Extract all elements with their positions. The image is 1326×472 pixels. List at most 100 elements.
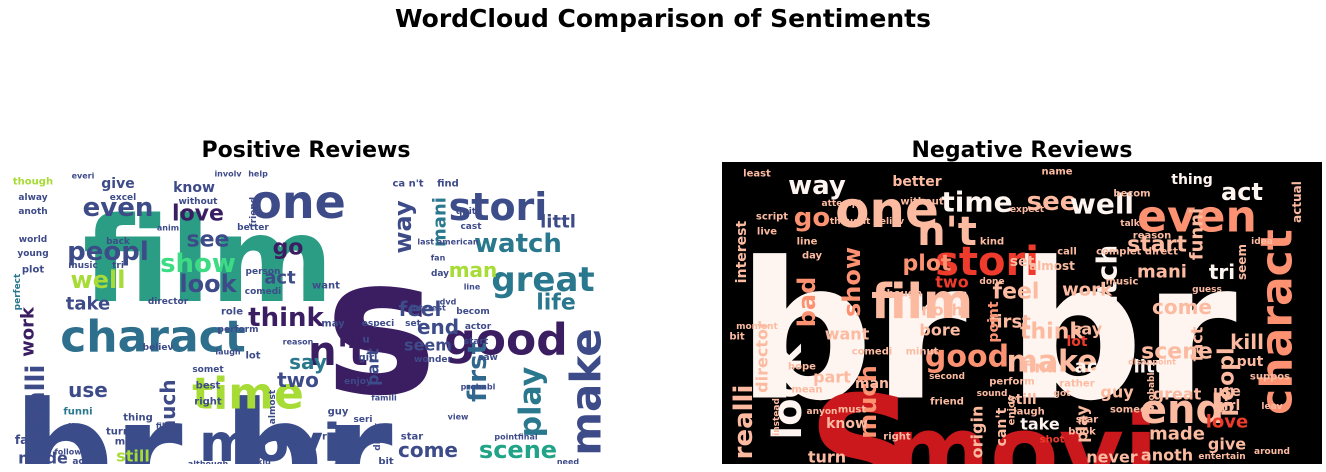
- word-go: go: [273, 236, 304, 261]
- word-leav: leav: [1261, 402, 1282, 412]
- word-fan: fan: [431, 254, 446, 263]
- word-funni: funni: [1187, 208, 1208, 260]
- word-give: give: [1208, 435, 1246, 454]
- word-come: come: [1152, 295, 1212, 319]
- word-around: around: [1254, 447, 1290, 457]
- word-show: show: [838, 247, 866, 317]
- word-around: around: [352, 463, 384, 465]
- word-saw: saw: [478, 353, 498, 363]
- word-first: first: [463, 342, 493, 402]
- word-part: part: [364, 348, 383, 386]
- word-stori: stori: [449, 185, 548, 229]
- word-friend: friend: [930, 397, 964, 408]
- word-use: use: [68, 378, 108, 402]
- word-perform: perform: [989, 377, 1034, 388]
- word-play: play: [514, 366, 549, 437]
- word-put: put: [1237, 354, 1264, 370]
- word-anoth: anoth: [1141, 446, 1193, 465]
- word-anim: anim: [157, 224, 179, 233]
- word-actor: actor: [465, 322, 492, 332]
- word-made: made: [1149, 424, 1205, 445]
- word-noth: noth: [921, 301, 962, 320]
- word-bad: bad: [793, 277, 821, 328]
- word-made: made: [18, 449, 68, 465]
- word-u: u: [362, 335, 369, 346]
- word-well: well: [71, 266, 126, 294]
- word-good: good: [925, 340, 1009, 375]
- word-film: film: [83, 191, 334, 329]
- word-best: best: [196, 381, 221, 392]
- word-know: know: [826, 416, 868, 432]
- word-time: time: [192, 369, 304, 420]
- word-plot: plot: [903, 252, 952, 277]
- word-line: line: [464, 283, 481, 292]
- word-peopl: peopl: [1215, 347, 1240, 416]
- word-film-s: film's: [156, 422, 180, 431]
- word-watch: watch: [1091, 245, 1124, 340]
- word-part: part: [813, 368, 851, 387]
- word-better: better: [892, 174, 941, 190]
- word-suppos: suppos: [1250, 372, 1290, 383]
- word-least: least: [743, 169, 771, 180]
- word-becom: becom: [456, 307, 489, 317]
- word-even: even: [1137, 192, 1257, 243]
- word-famili: famili: [371, 394, 397, 403]
- word-quit: quit: [456, 207, 477, 217]
- word-guess: guess: [1192, 285, 1222, 295]
- word-anoth: anoth: [18, 207, 47, 217]
- word-comedi: comedi: [852, 347, 893, 358]
- word-first: first: [989, 312, 1031, 333]
- word-find: find: [437, 179, 459, 190]
- word-use: use: [1213, 384, 1241, 400]
- word-anyon: anyon: [807, 407, 838, 417]
- word-got: got: [1054, 389, 1072, 399]
- word-help: help: [248, 170, 268, 179]
- word-one: one: [835, 181, 939, 239]
- word-actor-littl: actor littl: [1075, 357, 1170, 378]
- word-line: line: [797, 237, 818, 248]
- word-two: two: [935, 273, 968, 292]
- word-think: think: [248, 303, 324, 333]
- word-need: need: [557, 458, 580, 465]
- word-ca-n-t: ca n't: [392, 179, 423, 190]
- word-turn: turn: [808, 448, 846, 465]
- word-director: director: [148, 297, 189, 307]
- word-day: day: [431, 269, 449, 279]
- word-look: look: [179, 270, 237, 298]
- word-almost: almost: [268, 389, 278, 424]
- word-girl: girl: [359, 353, 378, 364]
- word-guy: guy: [1100, 383, 1134, 402]
- word-tri: tri: [1209, 260, 1235, 284]
- word-disappoint: disappoint: [1128, 358, 1176, 367]
- word-make: make: [1007, 345, 1098, 380]
- word-enjoy: enjoy: [1007, 394, 1018, 425]
- word-time: time: [941, 186, 1012, 219]
- word-seem: seem: [404, 336, 452, 355]
- word-although: although: [188, 460, 229, 465]
- word-kind: kind: [980, 237, 1004, 248]
- word-bit: bit: [378, 457, 394, 465]
- word-instead: instead: [772, 398, 782, 436]
- word-bit: bit: [729, 332, 745, 343]
- word-bore: bore: [919, 321, 960, 340]
- word-play: play: [1073, 405, 1092, 443]
- word-hope: hope: [788, 362, 816, 373]
- word-start: start: [464, 337, 489, 347]
- word-act: act: [1221, 178, 1263, 206]
- word-somet: somet: [192, 365, 224, 375]
- word-moment: moment: [736, 322, 778, 332]
- word-two: two: [277, 368, 319, 392]
- word-last-american: last american: [417, 238, 479, 247]
- word-minut: minut: [906, 347, 939, 358]
- word-talk: talk: [1120, 219, 1140, 229]
- word-star: star: [1076, 415, 1098, 426]
- word-work: work: [18, 306, 39, 357]
- word-great: great: [491, 260, 594, 300]
- word-probabl: probabl: [1147, 372, 1157, 411]
- word-feel: feel: [993, 280, 1040, 305]
- word-thing: thing: [123, 413, 153, 424]
- word-perform: perform: [218, 325, 259, 335]
- word-well: well: [1070, 188, 1134, 221]
- word-take: take: [1020, 415, 1060, 434]
